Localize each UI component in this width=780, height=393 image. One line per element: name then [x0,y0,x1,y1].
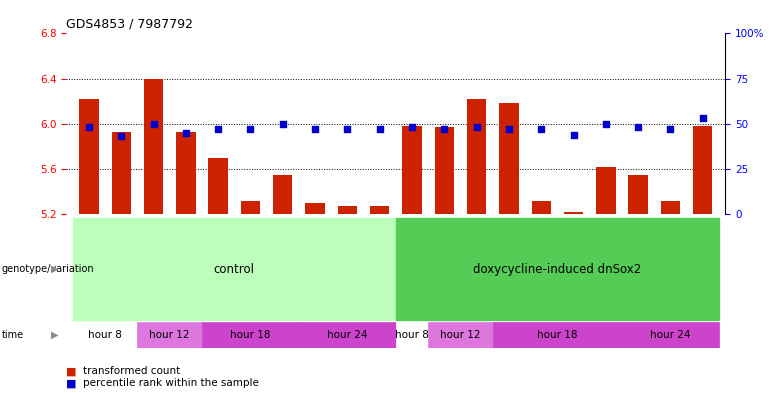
Text: hour 8: hour 8 [88,330,122,340]
Bar [564,212,583,214]
Bar [144,79,163,214]
Bar [306,203,324,214]
Bar [493,322,622,348]
Point [147,121,160,127]
Text: doxycycline-induced dnSox2: doxycycline-induced dnSox2 [473,263,641,276]
Bar [112,132,131,214]
Point [438,126,451,132]
Point [535,126,548,132]
Point [179,130,192,136]
Point [244,126,257,132]
Bar [396,218,719,320]
Text: genotype/variation: genotype/variation [2,264,94,274]
Bar [299,322,396,348]
Point [83,124,95,130]
Bar [661,200,680,214]
Bar [73,322,137,348]
Point [374,126,386,132]
Point [470,124,483,130]
Bar [531,200,551,214]
Bar [629,174,648,214]
Point [309,126,321,132]
Text: hour 12: hour 12 [150,330,190,340]
Text: transformed count: transformed count [83,366,181,376]
Text: GDS4853 / 7987792: GDS4853 / 7987792 [66,18,193,31]
Text: hour 24: hour 24 [651,330,691,340]
Point [277,121,289,127]
Text: control: control [214,263,255,276]
Point [632,124,644,130]
Text: time: time [2,330,23,340]
Bar [434,127,454,214]
Bar [499,103,519,214]
Bar [370,206,389,214]
Point [665,126,677,132]
Bar [241,200,261,214]
Bar [596,167,615,214]
Bar [273,174,292,214]
Point [212,126,225,132]
Text: hour 18: hour 18 [230,330,271,340]
Bar [428,322,493,348]
Text: hour 8: hour 8 [395,330,429,340]
Bar [693,126,712,214]
Text: ▶: ▶ [51,330,58,340]
Bar [622,322,719,348]
Bar [73,218,396,320]
Text: ■: ■ [66,378,76,388]
Bar [338,206,357,214]
Bar [402,126,422,214]
Bar [202,322,299,348]
Point [115,133,127,140]
Bar [176,132,196,214]
Point [341,126,353,132]
Bar [208,158,228,214]
Point [697,115,709,121]
Point [567,132,580,138]
Bar [396,322,428,348]
Text: ▶: ▶ [51,264,58,274]
Text: percentile rank within the sample: percentile rank within the sample [83,378,259,388]
Point [406,124,418,130]
Text: ■: ■ [66,366,76,376]
Bar [467,99,486,214]
Text: hour 12: hour 12 [440,330,480,340]
Point [502,126,515,132]
Bar [137,322,202,348]
Bar [80,99,98,214]
Text: hour 18: hour 18 [537,330,578,340]
Text: hour 24: hour 24 [327,330,367,340]
Point [600,121,612,127]
